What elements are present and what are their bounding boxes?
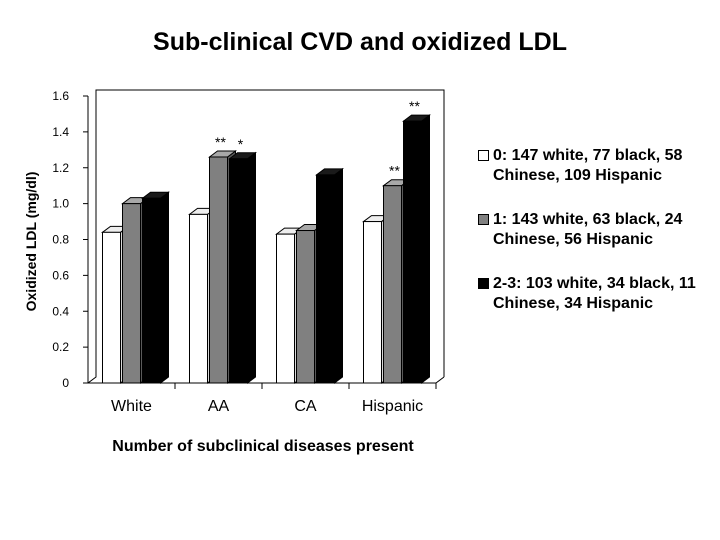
significance-label: ** [389,163,400,179]
y-axis-label: Oxidized LDL (mg/dl) [23,172,39,312]
legend-label-2: 2-3: 103 white, 34 black, 11 Chinese, 34… [493,275,696,312]
legend-label-0: 0: 147 white, 77 black, 58 Chinese, 109 … [493,147,683,184]
bar-side [421,114,430,384]
legend-swatch-0 [478,150,489,161]
significance-label: ** [215,134,226,150]
y-tick-label: 1.2 [52,161,69,175]
legend-label-1: 1: 143 white, 63 black, 24 Chinese, 56 H… [493,211,683,248]
y-tick-label: 0.2 [52,340,69,354]
bar [102,231,121,384]
x-tick-label: AA [208,398,230,415]
bar [363,221,382,384]
legend-swatch-1 [478,214,489,225]
bar [276,233,295,384]
y-tick-label: 1.0 [52,197,69,211]
legend-item-1: 1: 143 white, 63 black, 24 Chinese, 56 H… [478,210,718,250]
bar [296,230,315,384]
y-tick-label: 0.4 [52,304,69,318]
x-tick-label: White [111,398,152,415]
x-axis-label: Number of subclinical diseases present [112,438,414,455]
legend-item-0: 0: 147 white, 77 black, 58 Chinese, 109 … [478,146,718,186]
legend-swatch-2 [478,278,489,289]
bar [383,185,402,384]
bar-side [160,191,169,384]
bar [209,156,228,384]
plot-back-wall [87,89,445,384]
bar [142,197,161,384]
y-tick-label: 0 [62,376,69,390]
y-tick-label: 0.6 [52,268,69,282]
x-tick-label: Hispanic [362,398,423,415]
bar-side [334,167,343,384]
legend: 0: 147 white, 77 black, 58 Chinese, 109 … [478,146,718,338]
legend-item-2: 2-3: 103 white, 34 black, 11 Chinese, 34… [478,274,718,314]
bar [122,203,141,384]
floor-edge [435,376,445,384]
y-tick-label: 0.8 [52,233,69,247]
bar [229,158,248,384]
bar-side [247,151,256,384]
y-tick-label: 1.6 [52,89,69,103]
significance-label: ** [409,98,420,114]
y-tick-label: 1.4 [52,125,69,139]
significance-label: * [238,136,244,152]
bar [316,174,335,384]
chart-title: Sub-clinical CVD and oxidized LDL [153,28,567,56]
bar [189,213,208,384]
bar [403,120,422,384]
x-tick-label: CA [294,398,317,415]
